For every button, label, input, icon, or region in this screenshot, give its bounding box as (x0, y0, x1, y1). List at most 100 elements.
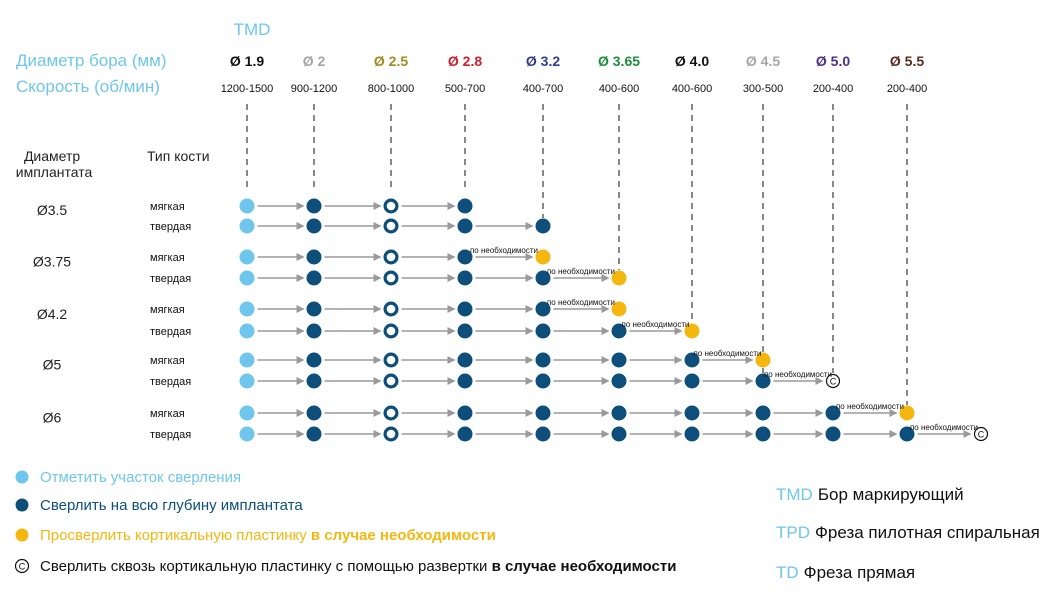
full-depth-dot (306, 198, 322, 214)
full-depth-dot (306, 373, 322, 389)
hard-bone-label: твердая (150, 273, 191, 285)
mark-site-dot (239, 373, 255, 389)
cortical-dot (611, 301, 627, 317)
full-depth-dot (306, 301, 322, 317)
full-depth-dot (535, 270, 551, 286)
soft-bone-label: мягкая (150, 355, 185, 367)
legend-icon (15, 470, 29, 484)
legend-text-bold: в случае необходимости (492, 558, 677, 575)
cortical-dot (899, 405, 915, 421)
if-needed-label: по необходимости (836, 402, 904, 411)
drill-headers: Ø 1.9 1200-1500 Ø 2 900-1200 Ø 2.5 800-1000 Ø … (221, 53, 927, 95)
legend-item: Отметить участок сверления (15, 469, 241, 486)
mark-site-dot (239, 426, 255, 442)
legend-item: Сверлить на всю глубину имплантата (15, 497, 303, 514)
reamer-symbol-letter: C (830, 377, 837, 387)
legend-item: Просверлить кортикальную пластинку в слу… (15, 527, 496, 544)
mark-site-dot (239, 198, 255, 214)
if-needed-label: по необходимости (910, 423, 978, 432)
drill-speed: 300-500 (743, 83, 783, 95)
implant-row: Ø3.5 мягкая твердая (37, 198, 551, 234)
drill-speed: 400-600 (672, 83, 712, 95)
abbreviation-code: TD (776, 563, 799, 582)
cortical-dot (611, 270, 627, 286)
full-depth-dot (535, 352, 551, 368)
ring-dot (383, 323, 399, 339)
cortical-dot (535, 249, 551, 265)
drill-label: Ø 2.8 (448, 53, 482, 69)
mark-site-dot (239, 249, 255, 265)
full-depth-dot (611, 323, 627, 339)
ring-dot (383, 249, 399, 265)
full-depth-dot (611, 426, 627, 442)
if-needed-label: по необходимости (547, 298, 615, 307)
soft-bone-label: мягкая (150, 304, 185, 316)
full-depth-dot (306, 405, 322, 421)
full-depth-dot (457, 373, 473, 389)
drill-label: Ø 2.5 (374, 53, 408, 69)
full-depth-dot (306, 249, 322, 265)
mark-site-dot (239, 323, 255, 339)
legend-icon (15, 498, 29, 512)
drill-speed: 500-700 (445, 83, 485, 95)
legend-item: C Сверлить сквозь кортикальную пластинку … (14, 558, 677, 575)
ring-dot (383, 352, 399, 368)
implant-rows: Ø3.5 мягкая твердая Ø3.75 мягкая твердая по не… (33, 198, 989, 442)
drill-label: Ø 1.9 (230, 53, 264, 69)
hard-bone-label: твердая (150, 376, 191, 388)
abbreviation-text: Фреза прямая (804, 563, 915, 582)
full-depth-dot (306, 323, 322, 339)
implant-diameter-label: Ø6 (43, 410, 62, 426)
hard-bone-label: твердая (150, 429, 191, 441)
legend-text-main: Просверлить кортикальную пластинку (40, 527, 311, 544)
drill-label: Ø 3.65 (598, 53, 640, 69)
legend-text-main: Отметить участок сверления (40, 469, 241, 486)
full-depth-dot (306, 352, 322, 368)
full-depth-dot (611, 373, 627, 389)
soft-bone-label: мягкая (150, 201, 185, 213)
if-needed-label: по необходимости (693, 349, 761, 358)
full-depth-dot (611, 405, 627, 421)
full-depth-dot (535, 373, 551, 389)
bone-type-header: Тип кости (147, 148, 210, 164)
abbreviation-text: Фреза пилотная спиральная (815, 523, 1040, 542)
full-depth-dot (306, 426, 322, 442)
reamer-symbol (14, 558, 30, 574)
tmd-header-label: TMD (234, 20, 271, 39)
mark-site-dot (239, 352, 255, 368)
full-depth-dot (457, 323, 473, 339)
abbreviation-item: TD Фреза прямая (776, 563, 915, 582)
drill-label: Ø 4.0 (675, 53, 709, 69)
drill-label: Ø 5.5 (890, 53, 924, 69)
mark-site-dot (239, 301, 255, 317)
ring-dot (383, 198, 399, 214)
speed-header: Скорость (об/мин) (16, 77, 160, 96)
legend-text-main: Сверлить на всю глубину имплантата (40, 497, 303, 514)
legend-text-main: Сверлить сквозь кортикальную пластинку с… (40, 558, 492, 575)
legend-text: Просверлить кортикальную пластинку в слу… (40, 527, 496, 544)
ring-dot (383, 270, 399, 286)
ring-dot (383, 426, 399, 442)
implant-diameter-header-line1: Диаметр (24, 148, 80, 164)
legend: Отметить участок сверления Сверлить на вс… (14, 469, 677, 575)
hard-bone-label: твердая (150, 221, 191, 233)
full-depth-dot (535, 405, 551, 421)
drill-speed: 400-600 (599, 83, 639, 95)
hard-bone-label: твердая (150, 326, 191, 338)
full-depth-dot (457, 352, 473, 368)
if-needed-label: по необходимости (470, 246, 538, 255)
reamer-symbol (825, 373, 841, 389)
implant-diameter-label: Ø3.5 (37, 202, 68, 218)
implant-diameter-label: Ø3.75 (33, 254, 71, 270)
full-depth-dot (535, 301, 551, 317)
cortical-dot (755, 352, 771, 368)
implant-diameter-header: Диаметр имплантата (16, 148, 93, 180)
full-depth-dot (684, 405, 700, 421)
full-depth-dot (457, 249, 473, 265)
abbreviation-item: TPD Фреза пилотная спиральная (776, 523, 1040, 542)
abbreviations: TMD Бор маркирующий TPD Фреза пилотная спир… (776, 485, 1040, 582)
ring-dot (383, 405, 399, 421)
